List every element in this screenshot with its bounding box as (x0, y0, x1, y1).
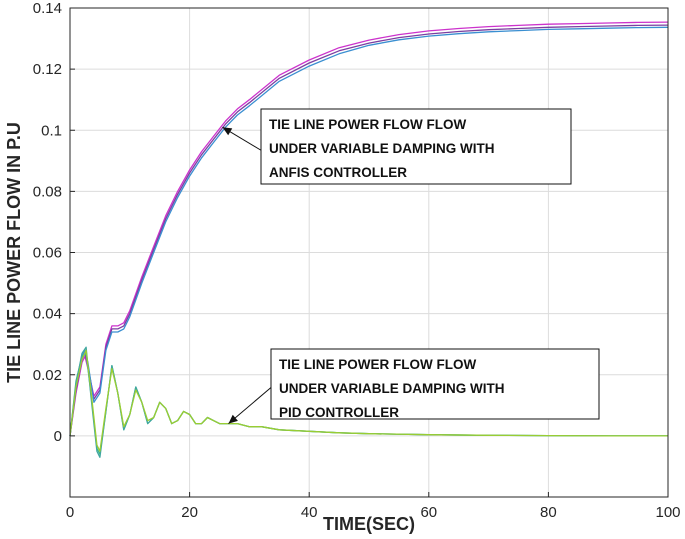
x-tick-label: 80 (540, 504, 557, 521)
y-tick-label: 0.06 (33, 245, 62, 262)
annotation-pid-line-3: PID CONTROLLER (279, 405, 399, 420)
x-tick-label: 60 (420, 504, 437, 521)
y-axis-ticks: 0 0.02 0.04 0.06 0.08 0.1 0.12 0.14 (33, 0, 75, 445)
annotation-anfis-box (260, 108, 572, 185)
annotation-pid-arrow (228, 387, 272, 425)
series-line-2 (69, 24, 669, 436)
y-tick-label: 0.1 (41, 122, 62, 139)
annotation-anfis: TIE LINE POWER FLOW FLOW UNDER VARIABLE … (222, 108, 572, 185)
annotation-anfis-line-3: ANFIS CONTROLLER (269, 165, 407, 180)
x-axis-ticks: 0 20 40 60 80 100 (66, 492, 681, 521)
series-lines (69, 21, 669, 458)
series-line-3 (69, 26, 669, 436)
y-tick-label: 0.02 (33, 367, 62, 384)
y-tick-label: 0.08 (33, 183, 62, 200)
annotation-anfis-line-2: UNDER VARIABLE DAMPING WITH (269, 141, 495, 156)
y-tick-label: 0.04 (33, 306, 62, 323)
series-line-6 (69, 349, 668, 452)
annotation-pid: TIE LINE POWER FLOW FLOW UNDER VARIABLE … (228, 348, 600, 425)
annotation-pid-box (270, 348, 600, 420)
x-tick-label: 0 (66, 504, 74, 521)
y-axis-label: TIE LINE POWER FLOW IN P.U (4, 122, 24, 383)
x-tick-label: 100 (655, 504, 680, 521)
gridlines (69, 7, 669, 497)
annotation-pid-line-1: TIE LINE POWER FLOW FLOW (279, 357, 476, 372)
annotation-anfis-arrowhead (222, 127, 233, 136)
y-tick-label: 0.12 (33, 61, 62, 78)
x-axis-label: TIME(SEC) (323, 514, 415, 534)
y-tick-label: 0.14 (33, 0, 62, 17)
annotation-anfis-line-1: TIE LINE POWER FLOW FLOW (269, 117, 466, 132)
y-tick-label: 0 (54, 428, 62, 445)
x-tick-label: 40 (301, 504, 318, 521)
series-line-1 (69, 21, 669, 436)
annotation-pid-line-2: UNDER VARIABLE DAMPING WITH (279, 381, 505, 396)
annotation-pid-arrowhead (228, 414, 238, 424)
x-tick-label: 20 (181, 504, 198, 521)
